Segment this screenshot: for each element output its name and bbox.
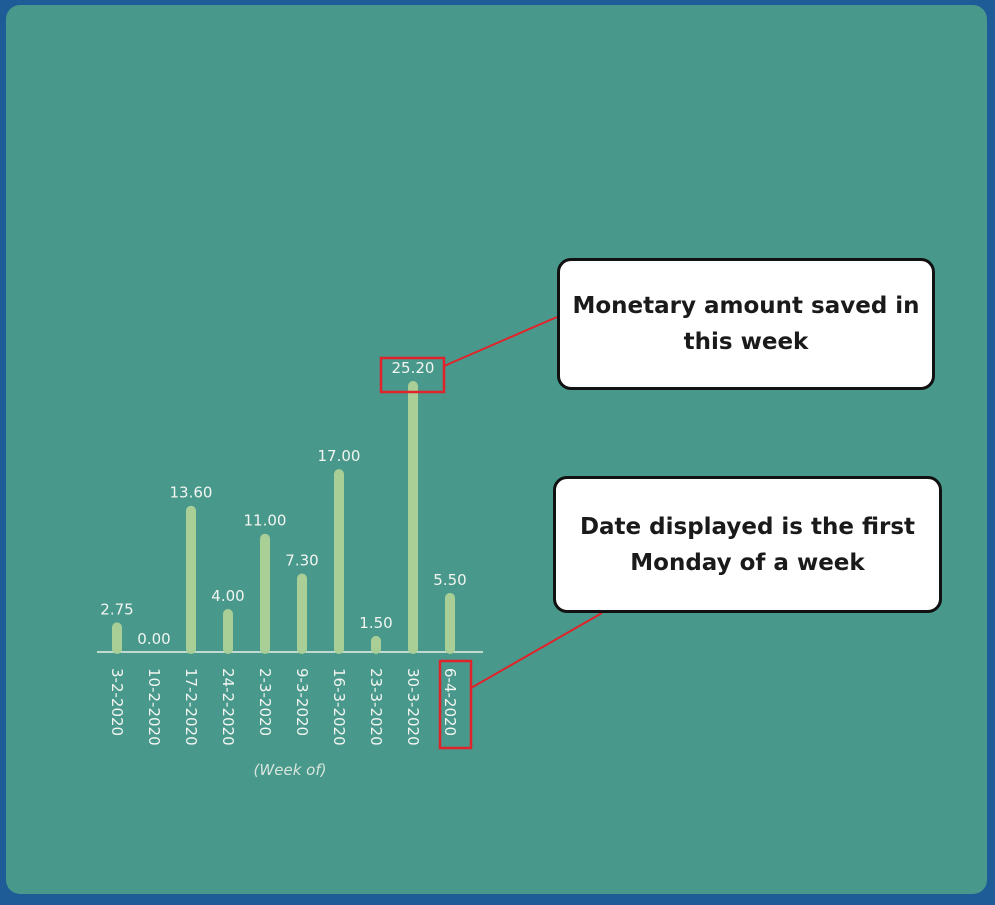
bar bbox=[334, 469, 344, 654]
x-tick-label: 2-3-2020 bbox=[256, 668, 274, 736]
x-tick-label: 30-3-2020 bbox=[404, 668, 422, 746]
bar-value-label: 4.00 bbox=[211, 587, 244, 605]
bar-value-label: 1.50 bbox=[359, 614, 392, 632]
bar-value-label: 17.00 bbox=[318, 447, 361, 465]
bar bbox=[408, 381, 418, 654]
x-tick-label: 16-3-2020 bbox=[330, 668, 348, 746]
bar-value-label: 25.20 bbox=[392, 359, 435, 377]
amount-callout: Monetary amount saved in this week bbox=[557, 258, 935, 390]
bar bbox=[445, 592, 455, 654]
x-tick-label: 23-3-2020 bbox=[367, 668, 385, 746]
bar-value-label: 5.50 bbox=[433, 571, 466, 589]
bar bbox=[297, 573, 307, 654]
x-tick-label: 17-2-2020 bbox=[182, 668, 200, 746]
bar-value-label: 2.75 bbox=[100, 600, 133, 618]
date-callout: Date displayed is the first Monday of a … bbox=[553, 476, 942, 613]
value-connector-line bbox=[443, 316, 558, 367]
bar-value-label: 13.60 bbox=[170, 484, 213, 502]
x-tick-label: 6-4-2020 bbox=[441, 668, 459, 736]
bar bbox=[260, 533, 270, 654]
bar bbox=[186, 505, 196, 654]
bar-value-label: 0.00 bbox=[137, 630, 170, 648]
value-highlight-box bbox=[379, 356, 446, 394]
bar-value-label: 7.30 bbox=[285, 551, 318, 569]
bar-value-label: 11.00 bbox=[244, 512, 287, 530]
x-tick-label: 10-2-2020 bbox=[145, 668, 163, 746]
x-tick-label: 3-2-2020 bbox=[108, 668, 126, 736]
chart-panel bbox=[6, 5, 987, 894]
x-tick-label: 9-3-2020 bbox=[293, 668, 311, 736]
date-highlight-box bbox=[438, 659, 473, 750]
x-axis-label: (Week of) bbox=[254, 761, 327, 779]
bar bbox=[112, 622, 122, 654]
bar bbox=[371, 635, 381, 654]
x-tick-label: 24-2-2020 bbox=[219, 668, 237, 746]
date-connector-line bbox=[470, 612, 603, 689]
bar bbox=[223, 608, 233, 654]
